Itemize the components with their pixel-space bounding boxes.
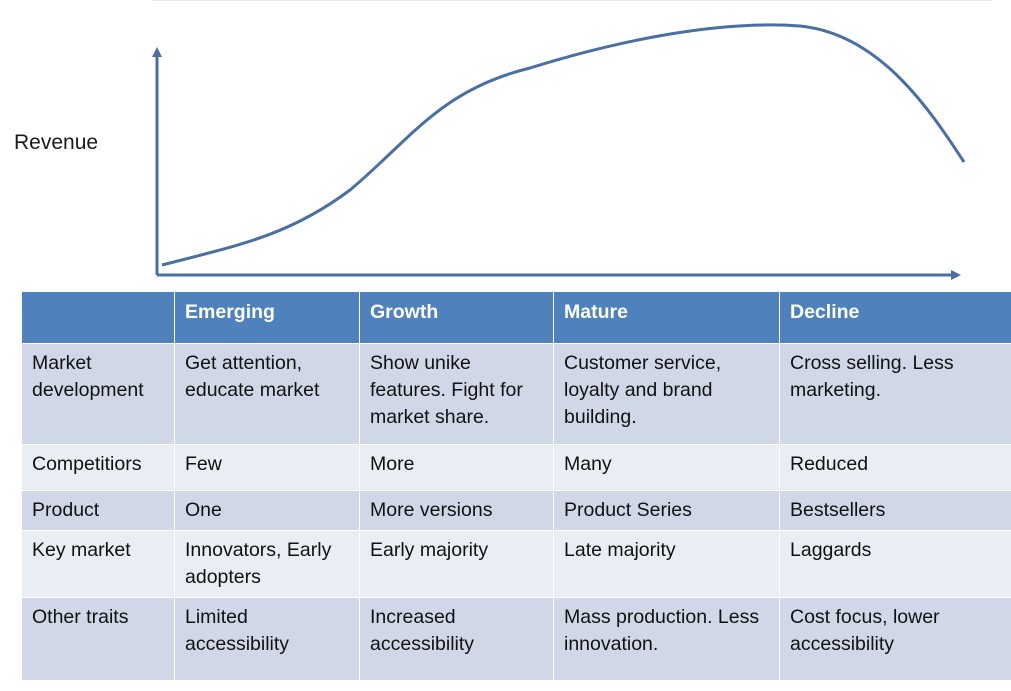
table-row: Product One More versions Product Series… (21, 490, 1011, 531)
row-label: Other traits (21, 597, 175, 681)
table-row: Market development Get attention, educat… (21, 343, 1011, 445)
table-row: Competitiors Few More Many Reduced (21, 444, 1011, 491)
table-cell: Customer service, loyalty and brand buil… (553, 343, 780, 445)
table-cell: Show unike features. Fight for market sh… (359, 343, 554, 445)
table-cell: Innovators, Early adopters (174, 530, 360, 598)
table-cell: Few (174, 444, 360, 491)
table-header-row: Emerging Growth Mature Decline (21, 291, 1011, 344)
header-empty (21, 291, 175, 344)
table-cell: Early majority (359, 530, 554, 598)
lifecycle-curve (161, 23, 966, 267)
row-label: Competitiors (21, 444, 175, 491)
table-cell: Mass production. Less innovation. (553, 597, 780, 681)
table-row: Key market Innovators, Early adopters Ea… (21, 530, 1011, 598)
table-cell: Cost focus, lower accessibility (779, 597, 1011, 681)
table-cell: More versions (359, 490, 554, 531)
table-cell: Laggards (779, 530, 1011, 598)
table-cell: Cross selling. Less marketing. (779, 343, 1011, 445)
header-emerging: Emerging (174, 291, 360, 344)
table-cell: Get attention, educate market (174, 343, 360, 445)
table-cell: One (174, 490, 360, 531)
header-mature: Mature (553, 291, 780, 344)
lifecycle-table: Emerging Growth Mature Decline Market de… (21, 291, 1011, 681)
table-cell: Reduced (779, 444, 1011, 491)
lifecycle-curve-chart (152, 23, 966, 280)
table-cell: Product Series (553, 490, 780, 531)
table-row: Other traits Limited accessibility Incre… (21, 597, 1011, 681)
header-growth: Growth (359, 291, 554, 344)
header-decline: Decline (779, 291, 1011, 344)
top-divider (152, 0, 992, 1)
table-cell: Many (553, 444, 780, 491)
row-label: Market development (21, 343, 175, 445)
table-cell: Bestsellers (779, 490, 1011, 531)
table-cell: More (359, 444, 554, 491)
y-axis-label: Revenue (14, 131, 99, 154)
table-cell: Increased accessibility (359, 597, 554, 681)
table-cell: Late majority (553, 530, 780, 598)
row-label: Key market (21, 530, 175, 598)
row-label: Product (21, 490, 175, 531)
table-cell: Limited accessibility (174, 597, 360, 681)
